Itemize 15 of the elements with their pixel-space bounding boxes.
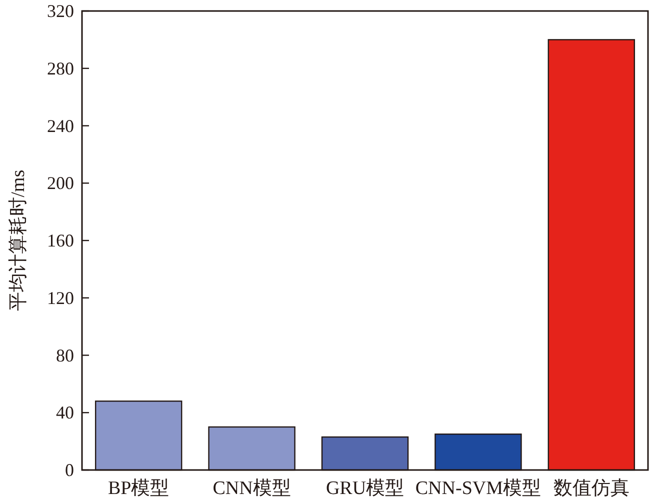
y-tick-label: 120 <box>47 288 74 308</box>
y-tick-label: 160 <box>47 230 74 250</box>
x-tick-label: GRU模型 <box>326 478 404 499</box>
y-tick-label: 200 <box>47 173 74 194</box>
y-axis-title: 平均计算耗时/ms <box>8 170 29 312</box>
x-tick-label: BP模型 <box>108 478 170 499</box>
x-tick-label: CNN-SVM模型 <box>415 478 542 499</box>
y-tick-label: 240 <box>47 116 74 136</box>
x-tick-label: CNN模型 <box>212 478 291 499</box>
y-tick-label: 0 <box>65 460 74 480</box>
x-tick-label: 数值仿真 <box>553 478 630 499</box>
y-tick-label: 80 <box>56 345 74 366</box>
y-tick-label: 320 <box>47 1 74 21</box>
y-tick-label: 280 <box>47 58 74 78</box>
y-tick-label: 40 <box>56 402 74 423</box>
